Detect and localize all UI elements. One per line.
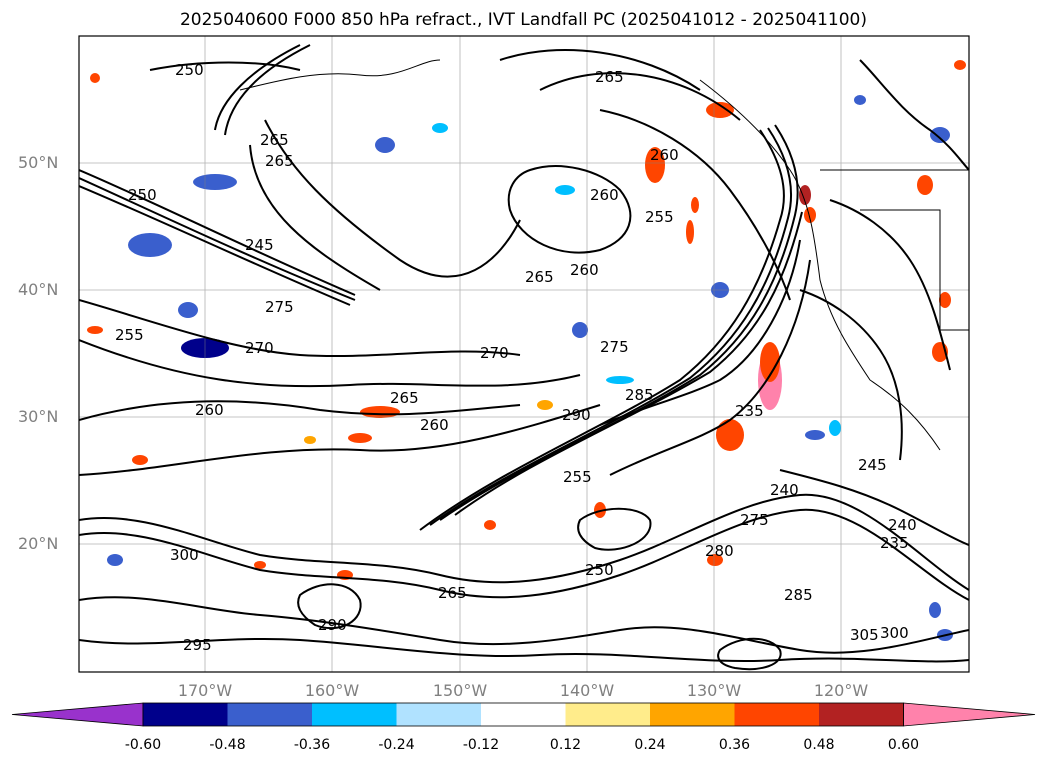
map-panel: 250 265 265 250 245 260 275 270 255 260 … [78, 35, 970, 673]
colorbar-tick-label: 0.24 [634, 737, 666, 753]
contour-label: 275 [740, 511, 769, 529]
contour-label: 270 [480, 344, 509, 362]
contour-label: 240 [770, 481, 799, 499]
colorbar-extend-low [11, 702, 144, 727]
contour-label: 260 [570, 261, 599, 279]
colorbar-segment [481, 703, 566, 726]
contour-label: 285 [625, 386, 654, 404]
contour-label: 260 [420, 416, 449, 434]
contour-label: 265 [260, 131, 289, 149]
colorbar-segment [227, 703, 313, 726]
contour-label: 285 [784, 586, 813, 604]
colorbar-tick-label: -0.36 [293, 737, 331, 753]
lon-label-150w: 150°W [432, 681, 488, 700]
contour-label: 240 [888, 516, 917, 534]
contour-label: 255 [563, 468, 592, 486]
lon-label-120w: 120°W [813, 681, 869, 700]
contour-label: 245 [858, 456, 887, 474]
contour-label: 275 [265, 298, 294, 316]
contour-label: 265 [525, 268, 554, 286]
colorbar-segment [565, 703, 651, 726]
lon-label-130w: 130°W [686, 681, 742, 700]
colorbar-segment [396, 703, 482, 726]
contour-label: 260 [650, 146, 679, 164]
contour-label: 265 [595, 68, 624, 86]
colorbar-tick-label: 0.12 [549, 737, 582, 753]
map-frame [78, 35, 970, 673]
coastline [239, 59, 969, 451]
contour-label: 305 [850, 626, 879, 644]
lon-label-170w: 170°W [177, 681, 233, 700]
colorbar-segment [650, 703, 735, 726]
lon-label-140w: 140°W [559, 681, 615, 700]
contour-label: 235 [880, 534, 909, 552]
contour-label: 275 [600, 338, 629, 356]
colorbar-tick-label: -0.24 [378, 737, 415, 753]
graticule [79, 36, 969, 672]
contour-labels: 250 265 265 250 245 260 275 270 255 260 … [115, 61, 917, 654]
lat-label-40n: 40°N [18, 280, 59, 299]
colorbar-tick-label: 0.36 [718, 737, 751, 753]
colorbar-tick-label: 0.60 [887, 737, 920, 753]
contour-label: 245 [245, 236, 274, 254]
colorbar-tick-label: 0.48 [803, 737, 835, 753]
colorbar-segment [312, 703, 397, 726]
contour-label: 265 [265, 152, 294, 170]
colorbar-segment [819, 703, 904, 726]
colorbar-tick-label: -0.12 [462, 737, 500, 753]
colorbar-tick-label: -0.48 [209, 737, 246, 753]
contour-label: 260 [590, 186, 619, 204]
contour-label: 260 [195, 401, 224, 419]
contour-label: 280 [705, 542, 734, 560]
contour-label: 300 [880, 624, 909, 642]
lat-label-20n: 20°N [18, 534, 59, 553]
colorbar-segment [734, 703, 820, 726]
contour-label: 265 [438, 584, 467, 602]
contour-label: 250 [585, 561, 614, 579]
colorbar-segment [143, 703, 228, 726]
contour-label: 265 [390, 389, 419, 407]
contour-label: 290 [318, 616, 347, 634]
contour-label: 250 [128, 186, 157, 204]
contour-label: 255 [645, 208, 674, 226]
refractivity-contours [79, 44, 969, 671]
map-title: 2025040600 F000 850 hPa refract., IVT La… [179, 10, 867, 30]
contour-label: 290 [562, 406, 591, 424]
colorbar-segments [11, 702, 1036, 727]
colorbar-frame [142, 702, 904, 727]
colorbar-tick-label: -0.60 [124, 737, 162, 753]
contour-label: 250 [175, 61, 204, 79]
lat-label-30n: 30°N [18, 407, 59, 426]
contour-label: 300 [170, 546, 199, 564]
colorbar-extend-high [903, 702, 1036, 727]
lat-label-50n: 50°N [18, 153, 59, 172]
contour-label: 255 [115, 326, 144, 344]
contour-label: 295 [183, 636, 212, 654]
contour-label: 270 [245, 339, 274, 357]
lon-label-160w: 160°W [304, 681, 360, 700]
contour-label: 235 [735, 402, 764, 420]
